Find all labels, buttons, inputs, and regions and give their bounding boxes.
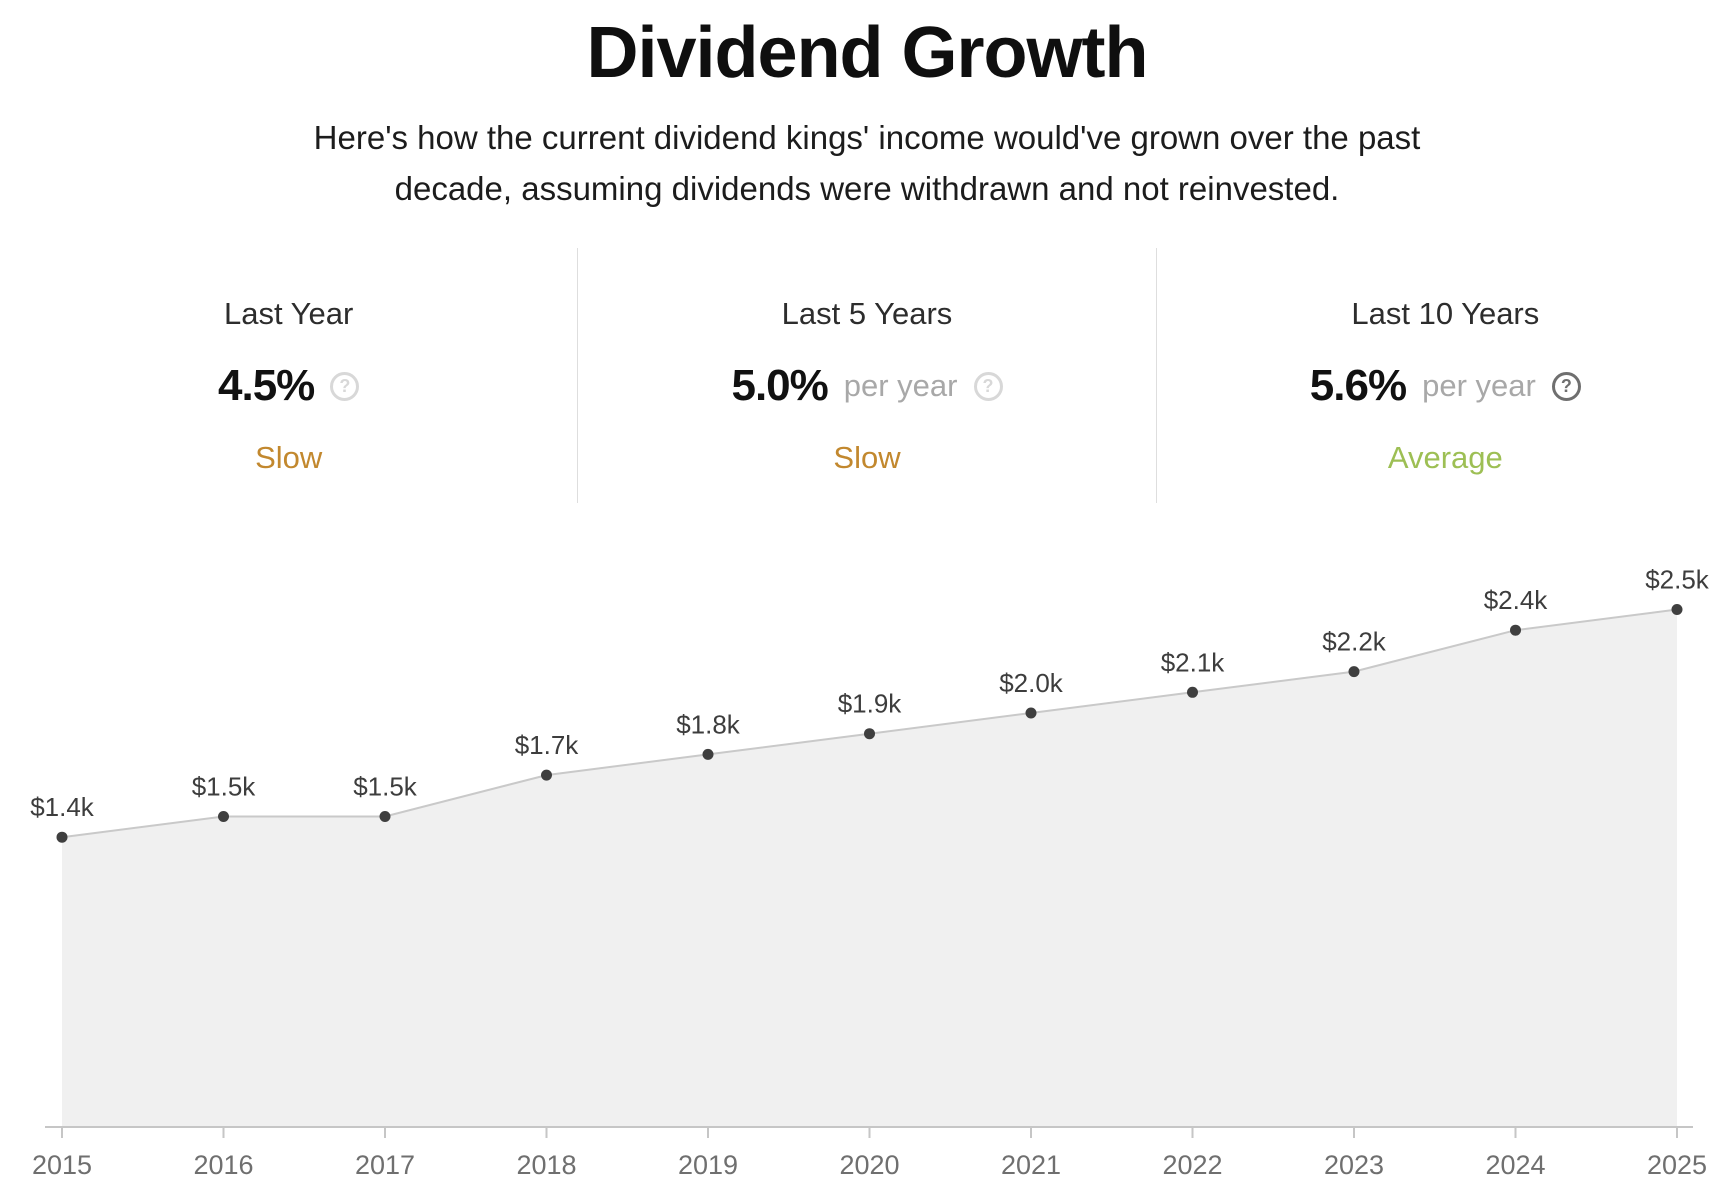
question-mark-icon[interactable]: ? bbox=[1551, 371, 1581, 401]
page-title: Dividend Growth bbox=[586, 13, 1149, 93]
x-axis-label: 2017 bbox=[355, 1150, 415, 1180]
stat-value: 5.0% bbox=[731, 361, 828, 411]
chart-point-label: $2.2k bbox=[1322, 627, 1387, 657]
stat-value: 4.5% bbox=[218, 361, 315, 411]
x-axis-label: 2015 bbox=[32, 1150, 92, 1180]
stats-row: Last Year 4.5% ? Slow Last 5 Years 5.0% … bbox=[0, 248, 1734, 504]
x-axis-label: 2020 bbox=[839, 1150, 899, 1180]
stat-unit: per year bbox=[843, 368, 958, 404]
subtitle-line-2: decade, assuming dividends were withdraw… bbox=[394, 170, 1340, 208]
chart-data-point[interactable] bbox=[56, 831, 68, 843]
chart-area-fill bbox=[62, 609, 1677, 1127]
x-axis-label: 2016 bbox=[193, 1150, 253, 1180]
chart-point-label: $1.9k bbox=[838, 689, 903, 719]
chart-data-point[interactable] bbox=[864, 728, 875, 740]
chart-data-point[interactable] bbox=[541, 769, 552, 781]
chart-point-label: $1.8k bbox=[676, 709, 741, 739]
chart-point-label: $1.5k bbox=[192, 772, 257, 802]
chart-data-point[interactable] bbox=[1025, 707, 1037, 719]
status-badge: Slow bbox=[255, 440, 323, 476]
chart-point-label: $2.4k bbox=[1484, 585, 1549, 615]
x-axis-label: 2019 bbox=[678, 1150, 738, 1180]
stat-unit: per year bbox=[1422, 368, 1536, 404]
chart-point-label: $2.1k bbox=[1161, 647, 1226, 677]
x-axis-label: 2021 bbox=[1001, 1150, 1061, 1180]
stat-value: 5.6% bbox=[1309, 361, 1407, 411]
stat-label: Last 10 Years bbox=[1351, 296, 1540, 332]
status-badge: Average bbox=[1387, 440, 1503, 476]
chart-point-label: $2.5k bbox=[1645, 565, 1710, 595]
stat-label: Last Year bbox=[224, 296, 354, 332]
x-axis-label: 2022 bbox=[1162, 1150, 1222, 1180]
chart-data-point[interactable] bbox=[1187, 686, 1198, 698]
stat-value-row: 5.0% per year ? bbox=[578, 360, 1155, 412]
stat-label: Last 5 Years bbox=[781, 296, 953, 332]
chart-data-point[interactable] bbox=[1671, 604, 1683, 615]
stat-panel-last-10-years: Last 10 Years 5.6% per year ? Average bbox=[1155, 248, 1734, 504]
chart-data-point[interactable] bbox=[1348, 666, 1360, 678]
chart-data-point[interactable] bbox=[218, 811, 229, 822]
stat-value-row: 5.6% per year ? bbox=[1157, 360, 1734, 412]
status-badge: Slow bbox=[833, 440, 901, 476]
question-mark-icon[interactable]: ? bbox=[330, 371, 360, 401]
chart-data-point[interactable] bbox=[379, 811, 391, 822]
question-mark-icon[interactable]: ? bbox=[973, 371, 1003, 401]
chart-data-point[interactable] bbox=[1510, 624, 1521, 636]
chart-point-label: $1.4k bbox=[30, 792, 95, 822]
stat-panel-last-5-years: Last 5 Years 5.0% per year ? Slow bbox=[577, 248, 1155, 504]
chart-point-label: $2.0k bbox=[999, 668, 1064, 698]
x-axis-label: 2018 bbox=[516, 1150, 576, 1180]
dividend-growth-chart: $1.4k 2015 $1.5k 2016 $1.5k 2017 $1.7k 2018 $1.8… bbox=[0, 520, 1734, 1184]
x-axis-label: 2023 bbox=[1324, 1150, 1384, 1180]
chart-point-label: $1.5k bbox=[353, 772, 418, 802]
subtitle-line-1: Here's how the current dividend kings' i… bbox=[313, 119, 1421, 157]
stat-panel-last-year: Last Year 4.5% ? Slow bbox=[0, 248, 577, 503]
dividend-chart-svg: $1.4k 2015 $1.5k 2016 $1.5k 2017 $1.7k 2018 $1.8… bbox=[30, 565, 1710, 1181]
page-subtitle: Here's how the current dividend kings' i… bbox=[217, 112, 1517, 214]
stat-value-row: 4.5% ? bbox=[0, 360, 577, 412]
x-axis-label: 2024 bbox=[1485, 1150, 1545, 1180]
chart-data-point[interactable] bbox=[702, 748, 714, 760]
chart-point-label: $1.7k bbox=[515, 730, 580, 760]
x-axis-label: 2025 bbox=[1647, 1150, 1707, 1180]
